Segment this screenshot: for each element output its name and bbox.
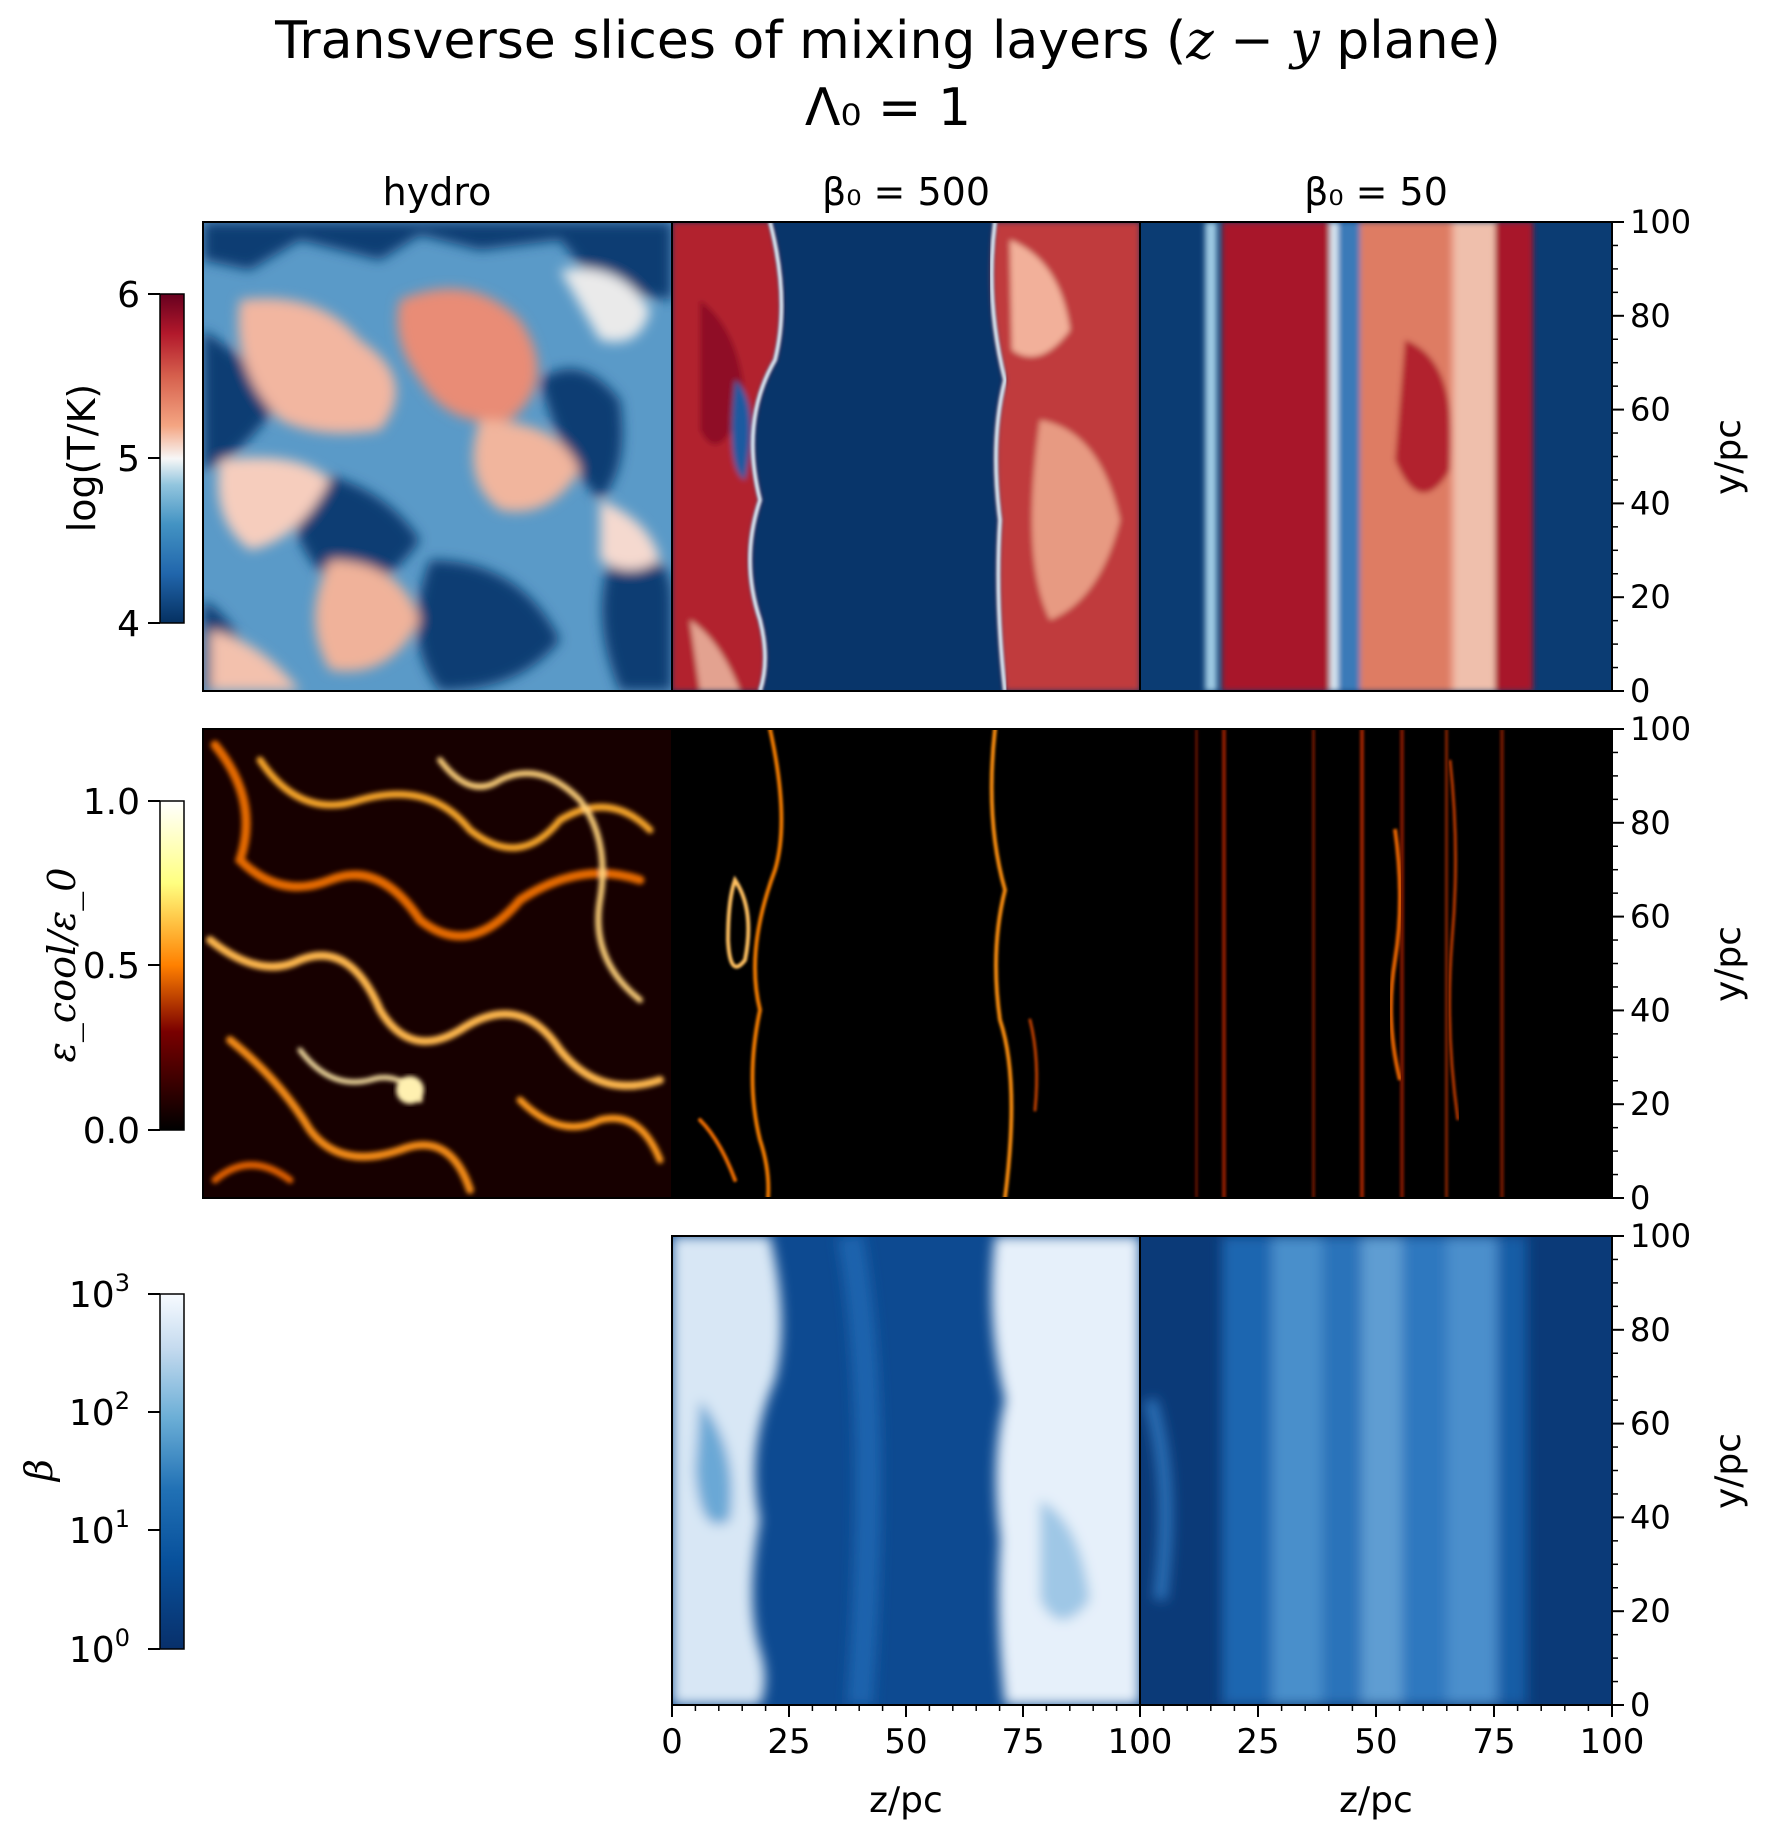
x-axis-label-col3: z/pc (1339, 1780, 1413, 1821)
y-axis-label-row2: y/pc (1708, 926, 1749, 1002)
cb-beta-exp-1: 1 (115, 1505, 130, 1533)
figure-subtitle: Λ₀ = 1 (805, 78, 971, 138)
y-tick-label: 80 (1630, 1311, 1671, 1349)
cb-beta-ticks: 103 102 101 100 (69, 1269, 130, 1671)
cb-beta-tick-1: 10 (69, 1630, 115, 1671)
cb-beta-tick-100: 10 (69, 1393, 115, 1434)
y-tick-label: 40 (1630, 484, 1671, 522)
y-tick-label: 80 (1630, 297, 1671, 335)
svg-text:102: 102 (69, 1387, 130, 1434)
panel-temperature-hydro (203, 222, 672, 691)
x-tick-label: 0 (1129, 1722, 1151, 1762)
y-tick-label: 40 (1630, 991, 1671, 1029)
cb-cool-tick-0: 0.0 (83, 1111, 140, 1152)
x-tick-label: 100 (1108, 1722, 1173, 1762)
cb-temp-label: log(T/K) (60, 384, 104, 533)
panel-cooling-beta500 (672, 729, 1140, 1198)
svg-text:101: 101 (69, 1505, 130, 1552)
cb-cool-tick-1: 1.0 (83, 782, 140, 823)
y-tick-label: 60 (1630, 391, 1671, 429)
cb-beta-tick-1000: 10 (69, 1275, 115, 1316)
cb-temp-tick-5: 5 (117, 439, 140, 480)
x-tick-label: 50 (1354, 1722, 1397, 1762)
figure-title: Transverse slices of mixing layers (z − … (274, 11, 1501, 71)
x-tick-label: 0 (661, 1722, 683, 1762)
x-tick-label: 50 (884, 1722, 927, 1762)
panel-temperature-beta500 (672, 222, 1140, 691)
x-tick-label: 75 (1001, 1722, 1044, 1762)
y-tick-label: 0 (1630, 672, 1650, 710)
svg-text:103: 103 (69, 1269, 130, 1316)
y-tick-label: 20 (1630, 578, 1671, 616)
panel-beta-beta50 (1140, 1236, 1612, 1705)
x-tick-label: 100 (1580, 1722, 1645, 1762)
colorbar-cooling (159, 800, 185, 1131)
cb-beta-tick-10: 10 (69, 1511, 115, 1552)
y-tick-label: 60 (1630, 1405, 1671, 1443)
panel-temperature-beta50 (1140, 222, 1612, 691)
panel-beta-beta500 (672, 1236, 1140, 1705)
column-title-hydro: hydro (383, 170, 492, 214)
x-tick-label: 25 (767, 1722, 810, 1762)
y-tick-label: 80 (1630, 804, 1671, 842)
y-tick-label: 0 (1630, 1179, 1650, 1217)
y-tick-label: 20 (1630, 1085, 1671, 1123)
colorbar-beta (159, 1293, 185, 1650)
x-tick-label: 25 (1236, 1722, 1279, 1762)
colorbar-temperature (159, 293, 185, 624)
cb-temp-tick-6: 6 (117, 275, 140, 316)
y-tick-label: 100 (1630, 203, 1691, 241)
cb-beta-exp-0: 0 (115, 1624, 130, 1652)
cb-cool-tick-05: 0.5 (83, 946, 140, 987)
y-axis-label-row3: y/pc (1708, 1433, 1749, 1509)
cb-temp-tick-4: 4 (117, 604, 140, 645)
cb-beta-exp-2: 2 (115, 1387, 130, 1415)
y-axis-label-row1: y/pc (1708, 419, 1749, 495)
panel-cooling-beta50 (1140, 729, 1612, 1198)
y-tick-label: 0 (1630, 1686, 1650, 1724)
y-tick-label: 20 (1630, 1592, 1671, 1630)
cb-cool-label: ε_cool/ε_0 (40, 868, 85, 1063)
x-tick-label: 75 (1472, 1722, 1515, 1762)
panel-cooling-hydro (203, 729, 672, 1198)
y-tick-label: 100 (1630, 1217, 1691, 1255)
column-title-beta50: β₀ = 50 (1304, 170, 1448, 214)
cb-beta-exp-3: 3 (115, 1269, 130, 1297)
column-title-beta500: β₀ = 500 (822, 170, 990, 214)
y-tick-label: 60 (1630, 898, 1671, 936)
y-tick-label: 40 (1630, 1498, 1671, 1536)
y-tick-label: 100 (1630, 710, 1691, 748)
svg-text:100: 100 (69, 1624, 130, 1671)
cb-beta-label: β (17, 1459, 61, 1483)
x-axis-label-col2: z/pc (869, 1780, 943, 1821)
